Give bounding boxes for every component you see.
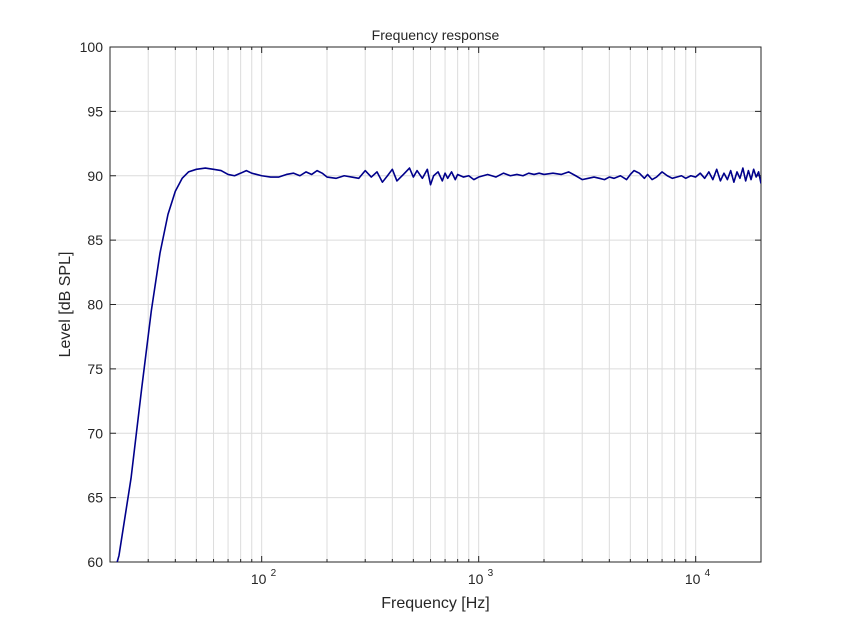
y-tick-labels: 60 65 70 75 80 85 90 95 100 (80, 39, 104, 570)
y-tick-label: 100 (80, 39, 104, 55)
y-axis-label: Level [dB SPL] (57, 252, 74, 358)
y-tick-label: 60 (87, 554, 103, 570)
y-tick-label: 70 (87, 425, 103, 441)
y-tick-label: 65 (87, 490, 103, 506)
y-tick-label: 75 (87, 361, 103, 377)
x-axis-label: Frequency [Hz] (381, 595, 489, 612)
grid-lines (110, 47, 761, 562)
x-tick-label: 10 (685, 571, 701, 587)
x-tick-labels: 10 2 10 3 10 4 (251, 568, 711, 587)
y-tick-label: 95 (87, 103, 103, 119)
x-tick-label-exponent: 4 (705, 568, 711, 579)
y-tick-label: 90 (87, 168, 103, 184)
x-tick-label: 10 (468, 571, 484, 587)
chart-title: Frequency response (372, 27, 500, 43)
x-tick-label-exponent: 3 (488, 568, 494, 579)
x-tick-label: 10 (251, 571, 267, 587)
y-tick-label: 80 (87, 297, 103, 313)
x-tick-label-exponent: 2 (271, 568, 277, 579)
axis-ticks (110, 46, 761, 563)
y-tick-label: 85 (87, 232, 103, 248)
frequency-response-line (116, 167, 761, 562)
